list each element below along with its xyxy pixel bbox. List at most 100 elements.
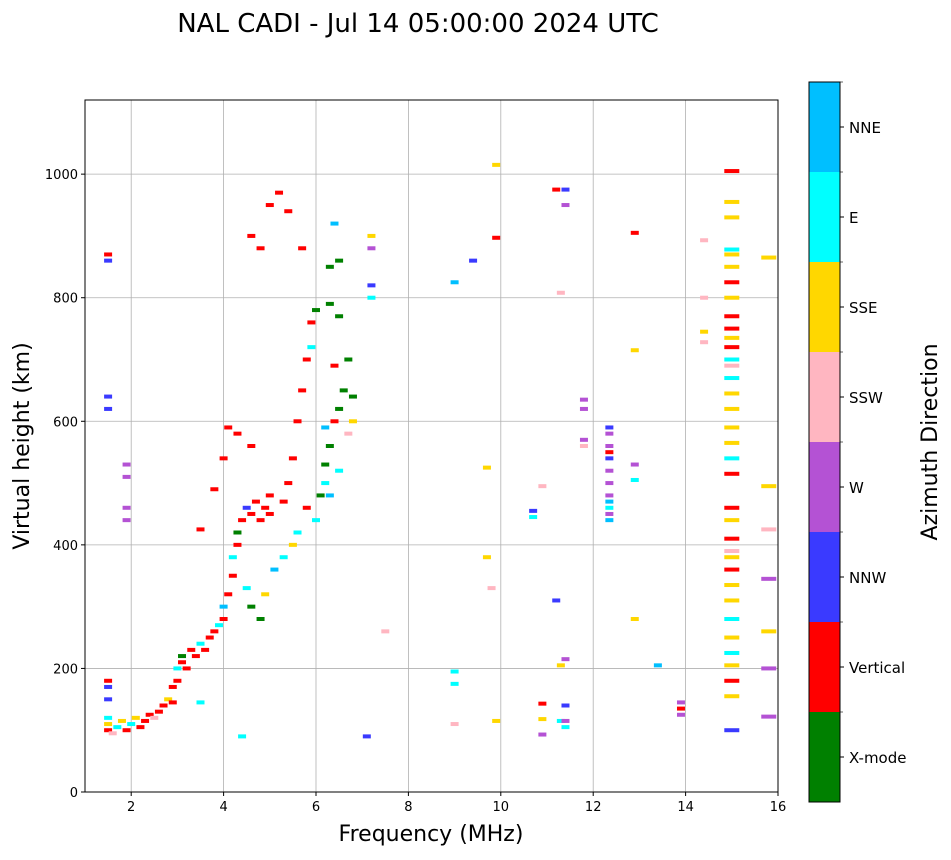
data-point-vertical xyxy=(104,252,113,257)
data-point-sse xyxy=(556,663,565,668)
data-point-vertical xyxy=(307,320,316,325)
data-point-x-mode xyxy=(335,258,344,263)
colorbar-tick-label: W xyxy=(849,479,864,497)
data-point-sse xyxy=(724,425,740,430)
data-point-nnw xyxy=(104,258,113,263)
data-point-ssw xyxy=(344,431,353,436)
data-point-nne xyxy=(605,499,614,504)
data-point-vertical xyxy=(145,712,154,717)
data-point-nnw xyxy=(362,734,371,739)
data-point-vertical xyxy=(251,499,260,504)
data-point-x-mode xyxy=(344,357,353,362)
data-point-sse xyxy=(724,252,740,257)
data-point-e xyxy=(307,345,316,350)
data-point-nnw xyxy=(605,425,614,430)
data-point-e xyxy=(104,715,113,720)
data-point-vertical xyxy=(256,246,265,251)
data-point-vertical xyxy=(298,388,307,393)
chart-title: NAL CADI - Jul 14 05:00:00 2024 UTC xyxy=(177,9,659,39)
data-point-sse xyxy=(724,335,740,340)
data-point-x-mode xyxy=(233,530,242,535)
colorbar-segment xyxy=(809,262,840,352)
data-point-vertical xyxy=(724,345,740,350)
data-point-vertical xyxy=(233,431,242,436)
colorbar-segment xyxy=(809,532,840,622)
data-point-vertical xyxy=(261,505,270,510)
data-point-sse xyxy=(164,697,173,702)
data-point-e xyxy=(293,530,302,535)
data-point-vertical xyxy=(173,678,182,683)
data-point-e xyxy=(312,518,320,523)
data-point-vertical xyxy=(168,684,177,689)
data-point-e xyxy=(450,681,459,686)
colorbar-segment xyxy=(809,442,840,532)
y-axis-label: Virtual height (km) xyxy=(10,342,35,549)
plot-frame xyxy=(84,99,779,793)
y-axis-ticks: 0 200 400 600 800 1000 xyxy=(45,168,85,801)
data-point-w xyxy=(579,397,588,402)
data-point-x-mode xyxy=(325,264,334,269)
data-point-vertical xyxy=(265,493,274,498)
data-point-w xyxy=(579,437,588,442)
data-point-vertical xyxy=(302,357,311,362)
data-point-vertical xyxy=(141,718,150,723)
data-point-w xyxy=(122,462,131,467)
data-point-nnw xyxy=(552,598,561,603)
data-point-sse xyxy=(492,718,501,723)
colorbar-tick-label: NNE xyxy=(849,119,881,137)
data-point-vertical xyxy=(298,246,307,251)
data-point-e xyxy=(724,617,740,621)
data-point-nne xyxy=(605,518,614,523)
data-point-w xyxy=(630,462,639,467)
colorbar-segment xyxy=(809,82,840,172)
x-tick-label: 16 xyxy=(770,800,787,815)
data-point-vertical xyxy=(104,678,113,683)
data-point-sse xyxy=(482,555,491,560)
colorbar-tick-label: Vertical xyxy=(849,659,905,677)
data-point-vertical xyxy=(168,700,177,705)
data-point-vertical xyxy=(279,499,288,504)
data-point-ssw xyxy=(450,722,459,727)
data-points xyxy=(104,162,777,739)
data-point-w xyxy=(561,718,570,723)
data-point-sse xyxy=(724,518,740,523)
data-point-sse xyxy=(288,542,297,547)
data-point-e xyxy=(214,623,223,628)
y-tick-label: 400 xyxy=(53,539,78,554)
x-tick-label: 8 xyxy=(404,800,412,815)
y-tick-label: 200 xyxy=(53,662,78,677)
data-point-nne xyxy=(653,663,662,668)
data-point-sse xyxy=(724,555,740,560)
data-point-e xyxy=(724,247,740,252)
data-point-sse xyxy=(131,715,140,720)
data-point-sse xyxy=(724,598,740,603)
data-point-w xyxy=(676,700,685,705)
colorbar-frame xyxy=(808,81,841,803)
data-point-nnw xyxy=(104,684,113,689)
data-point-e xyxy=(238,734,247,739)
data-point-vertical xyxy=(302,505,311,510)
data-point-e xyxy=(242,586,251,591)
data-point-sse xyxy=(492,162,501,167)
data-point-sse xyxy=(724,199,740,204)
data-point-nne xyxy=(325,493,334,498)
data-point-x-mode xyxy=(247,604,256,609)
data-point-sse xyxy=(724,583,740,588)
data-point-sse xyxy=(104,722,113,727)
data-point-vertical xyxy=(288,456,297,461)
data-point-vertical xyxy=(605,450,614,455)
colorbar-label: Azimuth Direction xyxy=(918,343,943,540)
data-point-sse xyxy=(724,694,740,699)
data-point-vertical xyxy=(724,280,740,285)
data-point-w xyxy=(561,203,570,208)
colorbar-tick-label: X-mode xyxy=(849,749,906,767)
data-point-x-mode xyxy=(325,444,334,448)
data-point-x-mode xyxy=(256,617,265,621)
data-point-w xyxy=(367,246,376,251)
data-point-e xyxy=(113,725,122,730)
x-tick-label: 4 xyxy=(219,800,227,815)
data-point-e xyxy=(321,481,330,486)
data-point-e xyxy=(605,505,614,510)
data-point-vertical xyxy=(182,666,191,671)
